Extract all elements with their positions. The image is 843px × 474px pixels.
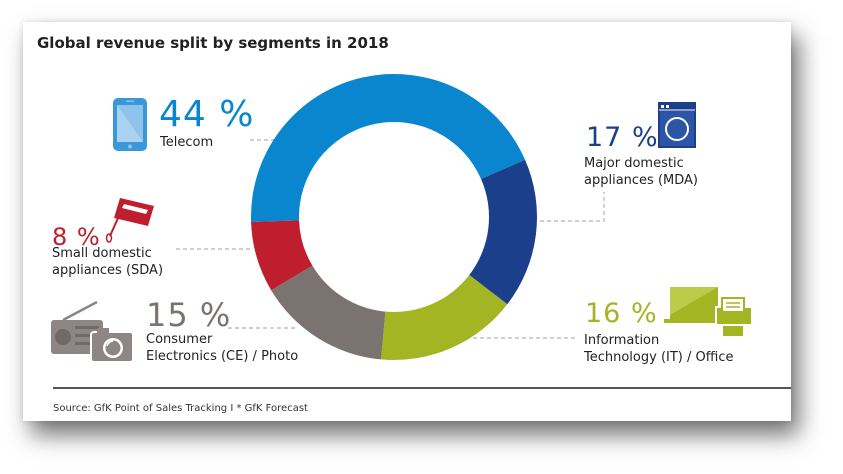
footer-divider	[53, 387, 791, 389]
leader-lines	[176, 139, 605, 339]
telecom-label: Telecom	[160, 135, 214, 150]
donut-slice-it	[381, 274, 508, 360]
sda-percent: 8 %	[52, 223, 101, 251]
it-percent: 16 %	[585, 298, 658, 329]
donut-slice-telecom	[251, 74, 526, 222]
hand-mixer-icon	[104, 196, 158, 248]
radio-camera-icon	[51, 300, 135, 368]
ce-label-line1: Consumer	[146, 332, 213, 347]
it-label-line2: Technology (IT) / Office	[584, 350, 734, 365]
ce-label-line2: Electronics (CE) / Photo	[146, 349, 299, 364]
sda-label-line1: Small domestic	[52, 246, 152, 261]
donut-slices	[251, 74, 537, 360]
donut-slice-ce	[271, 265, 386, 360]
telecom-percent: 44 %	[159, 94, 255, 135]
mda-percent: 17 %	[586, 122, 659, 153]
washing-machine-icon	[657, 101, 697, 153]
ce-percent: 15 %	[146, 296, 232, 334]
donut-slice-mda	[469, 159, 537, 305]
laptop-printer-icon	[664, 285, 754, 343]
mda-label-line2: appliances (MDA)	[584, 173, 698, 188]
sda-label-line2: appliances (SDA)	[52, 263, 164, 278]
leader-mda	[540, 192, 605, 222]
donut-slice-sda	[251, 220, 313, 291]
it-label-line1: Information	[584, 333, 660, 348]
mda-label-line1: Major domestic	[584, 156, 684, 171]
chart-title: Global revenue split by segments in 2018	[37, 34, 389, 52]
tablet-icon	[112, 97, 148, 156]
source-note: Source: GfK Point of Sales Tracking I * …	[53, 403, 308, 414]
